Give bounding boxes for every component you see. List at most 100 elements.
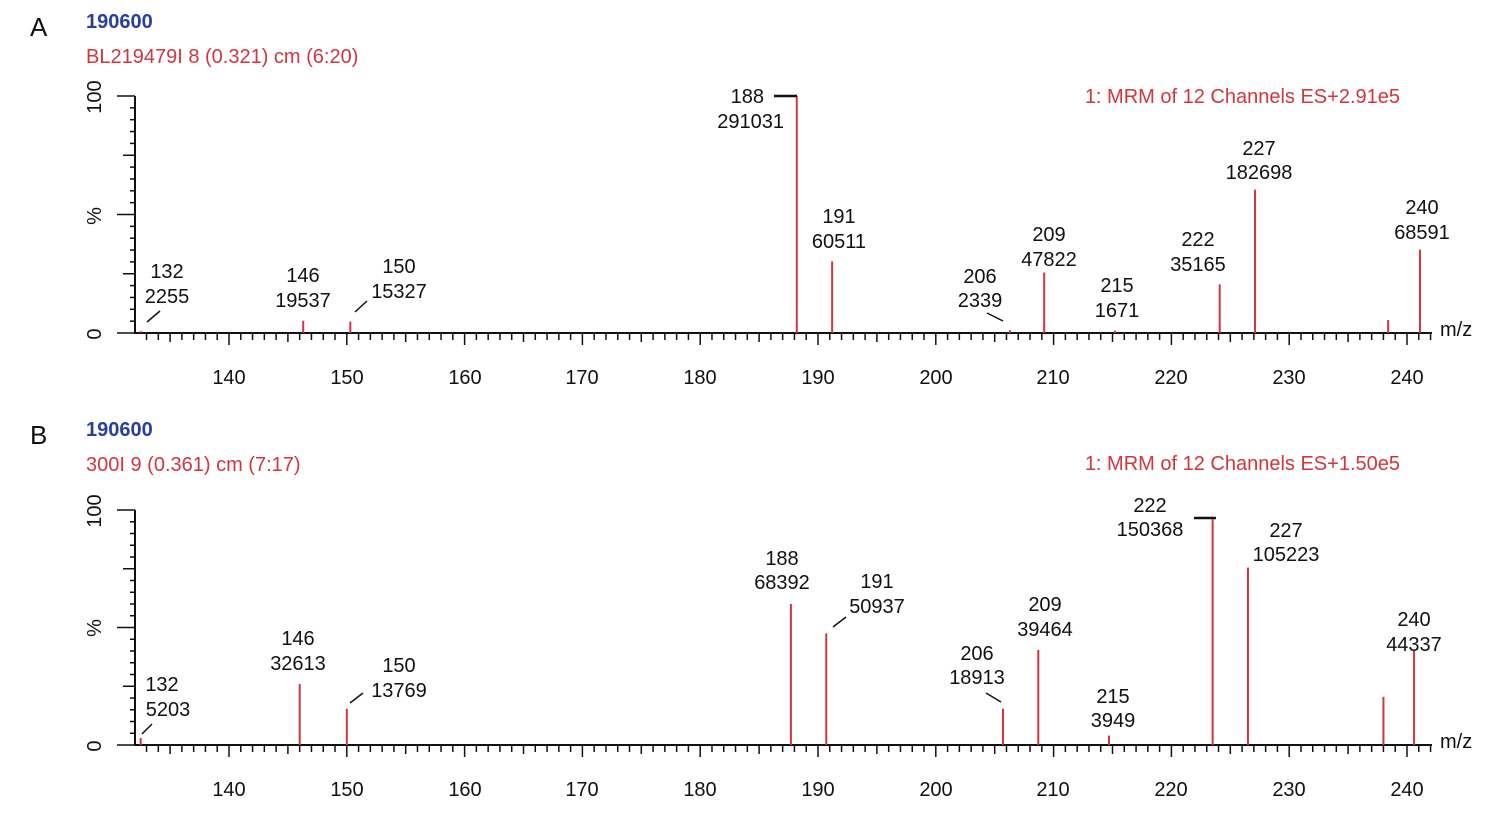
- sample-id: 190600: [86, 419, 153, 441]
- peak-label-intensity: 39464: [1017, 619, 1073, 641]
- x-tick-label-160: 160: [448, 779, 481, 801]
- peak-label-intensity: 35165: [1170, 254, 1226, 276]
- peak-label-intensity: 18913: [949, 667, 1005, 689]
- x-tick-label-150: 150: [330, 779, 363, 801]
- peak-leader-line: [141, 723, 153, 735]
- x-tick-label-220: 220: [1154, 779, 1187, 801]
- y-axis-ticks: [117, 509, 135, 746]
- x-axis-label: m/z: [1440, 319, 1472, 341]
- x-tick-label-230: 230: [1272, 367, 1305, 389]
- panel-letter: B: [30, 420, 47, 450]
- peak-label-mz: 227: [1242, 138, 1275, 160]
- x-tick-label-180: 180: [683, 779, 716, 801]
- y-tick-label-100: 100: [84, 494, 106, 527]
- peak-label-mz: 227: [1269, 520, 1302, 542]
- peak-label-intensity: 150368: [1117, 519, 1184, 541]
- peak-label-intensity: 32613: [270, 653, 326, 675]
- x-tick-label-140: 140: [212, 779, 245, 801]
- peak-label-mz: 222: [1133, 495, 1166, 517]
- peak-label-mz: 150: [382, 655, 415, 677]
- peak-label-mz: 222: [1181, 229, 1214, 251]
- peak-label-mz: 132: [150, 261, 183, 283]
- x-tick-label-200: 200: [919, 367, 952, 389]
- peak-label-intensity: 2339: [958, 290, 1003, 312]
- peak-label-mz: 146: [281, 628, 314, 650]
- sample-description: 300I 9 (0.361) cm (7:17): [86, 454, 301, 476]
- peak-label-mz: 132: [145, 674, 178, 696]
- peak-label-intensity: 291031: [717, 111, 784, 133]
- peak-label-intensity: 182698: [1226, 162, 1293, 184]
- peak-label-intensity: 60511: [812, 231, 866, 253]
- peak-leader-line: [986, 312, 1004, 322]
- peak-label-mz: 240: [1405, 197, 1438, 219]
- x-tick-label-170: 170: [565, 779, 598, 801]
- peak-label-mz: 146: [286, 265, 319, 287]
- spectrum-panel-a: A 190600 BL219479I 8 (0.321) cm (6:20) 1…: [30, 11, 1472, 389]
- peak-label-intensity: 3949: [1091, 710, 1136, 732]
- peak-label-mz: 191: [860, 571, 893, 593]
- y-axis-label: %: [84, 207, 106, 225]
- x-tick-label-160: 160: [448, 367, 481, 389]
- x-tick-label-140: 140: [212, 367, 245, 389]
- peak-label-intensity: 50937: [849, 596, 905, 618]
- peak-leader-line: [354, 300, 368, 313]
- peak-label-intensity: 68591: [1394, 222, 1450, 244]
- x-tick-label-240: 240: [1390, 779, 1423, 801]
- x-tick-labels: 140 150 160 170 180 190 200 210 220 230 …: [212, 367, 1423, 389]
- peak-label-intensity: 68392: [754, 572, 810, 594]
- x-axis-ticks: [145, 333, 1432, 345]
- peak-label-intensity: 15327: [371, 281, 427, 303]
- peak-label-intensity: 13769: [371, 680, 427, 702]
- peak-label-intensity: 19537: [275, 290, 331, 312]
- y-axis-label: %: [84, 619, 106, 637]
- peak-label-intensity: 105223: [1253, 544, 1320, 566]
- peak-label-mz: 206: [960, 643, 993, 665]
- x-tick-label-210: 210: [1036, 779, 1069, 801]
- peak-label-mz: 209: [1032, 224, 1065, 246]
- x-tick-label-190: 190: [801, 367, 834, 389]
- x-tick-label-170: 170: [565, 367, 598, 389]
- x-tick-label-180: 180: [683, 367, 716, 389]
- y-tick-label-0: 0: [84, 740, 106, 751]
- peak-label-mz: 188: [731, 86, 764, 108]
- x-axis-ticks: [145, 745, 1432, 757]
- y-axis-ticks: [117, 95, 135, 334]
- y-tick-label-0: 0: [84, 328, 106, 339]
- peak-bars: [139, 518, 1416, 745]
- acquisition-method: 1: MRM of 12 Channels ES+2.91e5: [1085, 86, 1400, 108]
- peak-label-mz: 209: [1028, 594, 1061, 616]
- x-tick-label-230: 230: [1272, 779, 1305, 801]
- spectrum-panel-b: B 190600 300I 9 (0.361) cm (7:17) 1: MRM…: [30, 419, 1472, 801]
- peak-bars: [139, 96, 1421, 333]
- peak-label-intensity: 44337: [1386, 634, 1442, 656]
- peak-leader-line: [832, 616, 847, 628]
- peak-label-intensity: 5203: [146, 699, 191, 721]
- x-tick-label-220: 220: [1154, 367, 1187, 389]
- peak-label-intensity: 1671: [1095, 300, 1140, 322]
- acquisition-method: 1: MRM of 12 Channels ES+1.50e5: [1085, 453, 1400, 475]
- x-tick-label-190: 190: [801, 779, 834, 801]
- x-tick-label-210: 210: [1036, 367, 1069, 389]
- panel-letter: A: [30, 12, 48, 42]
- sample-description: BL219479I 8 (0.321) cm (6:20): [86, 46, 358, 68]
- peak-label-intensity: 47822: [1021, 249, 1077, 271]
- y-tick-label-100: 100: [84, 80, 106, 113]
- peak-label-mz: 215: [1100, 275, 1133, 297]
- peak-label-mz: 240: [1397, 609, 1430, 631]
- x-tick-label-240: 240: [1390, 367, 1423, 389]
- peak-label-mz: 150: [382, 256, 415, 278]
- peak-leader-line: [985, 692, 1002, 703]
- peak-label-intensity: 2255: [145, 286, 190, 308]
- peak-leader-line: [349, 692, 364, 704]
- x-tick-label-150: 150: [330, 367, 363, 389]
- peak-labels: 132 2255 146 19537 150 15327 188 291031 …: [145, 86, 1450, 323]
- x-axis-label: m/z: [1440, 731, 1472, 753]
- peak-label-mz: 191: [822, 206, 855, 228]
- x-tick-labels: 140 150 160 170 180 190 200 210 220 230 …: [212, 779, 1423, 801]
- sample-id: 190600: [86, 11, 153, 33]
- x-tick-label-200: 200: [919, 779, 952, 801]
- peak-leader-line: [146, 310, 161, 323]
- peak-label-mz: 215: [1096, 686, 1129, 708]
- peak-label-mz: 188: [765, 548, 798, 570]
